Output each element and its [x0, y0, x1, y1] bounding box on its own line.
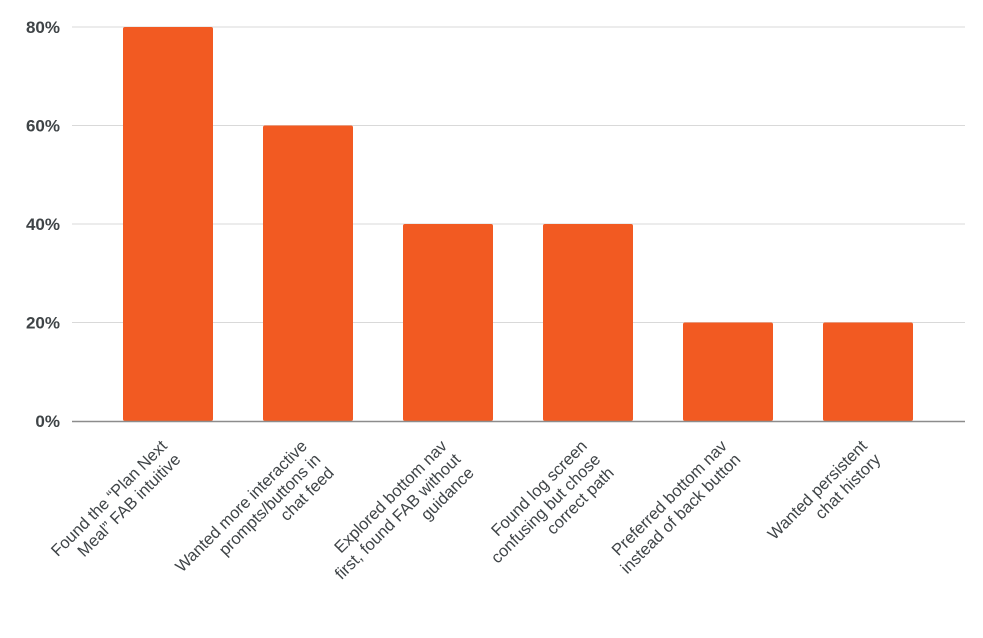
bar — [123, 27, 213, 421]
y-tick-label: 20% — [26, 314, 60, 333]
y-tick-label: 80% — [26, 18, 60, 37]
bar — [263, 125, 353, 421]
bar — [823, 322, 913, 421]
bar — [543, 224, 633, 421]
bar — [683, 322, 773, 421]
bar — [403, 224, 493, 421]
x-tick-label-line: instead of back button — [617, 451, 744, 578]
bars — [123, 27, 913, 421]
y-tick-label: 60% — [26, 117, 60, 136]
gridlines — [72, 26, 965, 323]
x-tick-label-line: Found the “Plan Next — [48, 437, 171, 560]
y-tick-label: 0% — [35, 412, 60, 431]
x-tick-label-line: first, found FAB without — [332, 450, 465, 583]
y-tick-label: 40% — [26, 215, 60, 234]
y-tick-labels: 0% 20% 40% 60% 80% — [26, 18, 60, 431]
x-tick-label-line: Preferred bottom nav — [608, 437, 731, 560]
